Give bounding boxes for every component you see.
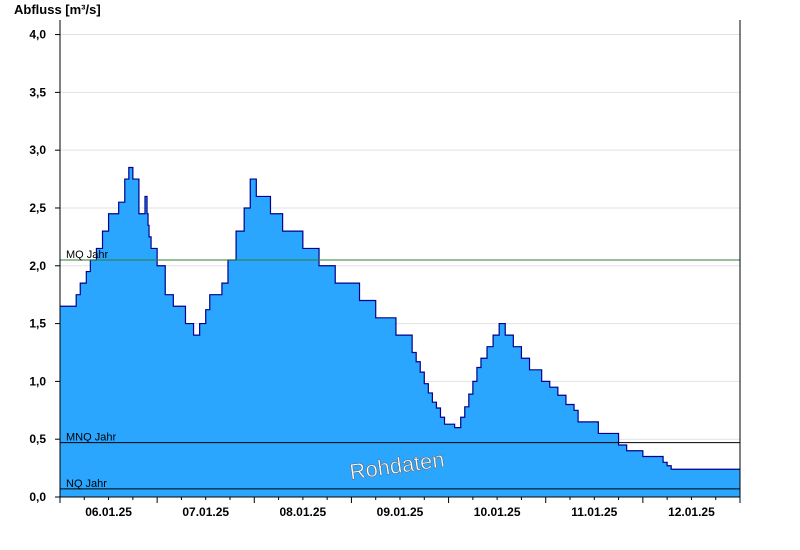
x-tick-label: 07.01.25 — [182, 505, 229, 519]
y-tick-label: 0,5 — [29, 432, 46, 446]
x-tick-label: 12.01.25 — [668, 505, 715, 519]
y-axis-label: Abfluss [m³/s] — [14, 2, 101, 17]
y-tick-label: 2,0 — [29, 259, 46, 273]
flow-line — [60, 166, 740, 470]
x-tick-label: 11.01.25 — [571, 505, 617, 519]
x-tick-label: 08.01.25 — [279, 505, 326, 519]
y-tick-label: 4,0 — [29, 28, 46, 42]
reference-label: NQ Jahr — [66, 478, 107, 490]
x-tick-label: 10.01.25 — [474, 505, 521, 519]
y-tick-label: 3,5 — [29, 85, 46, 99]
y-tick-labels: 4,0 3,5 3,0 2,5 2,0 1,5 1,0 0,5 0,0 — [29, 28, 46, 504]
x-tick-labels: 06.01.25 07.01.25 08.01.25 09.01.25 10.01.25… — [85, 505, 715, 519]
x-tick-label: 09.01.25 — [377, 505, 424, 519]
reference-label: MQ Jahr — [66, 249, 109, 261]
y-tick-label: 2,5 — [29, 201, 46, 215]
y-tick-label: 3,0 — [29, 143, 46, 157]
reference-label: MNQ Jahr — [66, 432, 116, 444]
x-tick-label: 06.01.25 — [85, 505, 132, 519]
y-tick-label: 1,5 — [29, 317, 46, 331]
y-tick-label: 1,0 — [29, 374, 46, 388]
flow-area — [60, 167, 740, 497]
reference-lines: MQ Jahr MNQ Jahr NQ Jahr — [60, 249, 740, 490]
y-tick-label: 0,0 — [29, 490, 46, 504]
area-layer — [60, 166, 740, 497]
axes — [59, 20, 741, 503]
